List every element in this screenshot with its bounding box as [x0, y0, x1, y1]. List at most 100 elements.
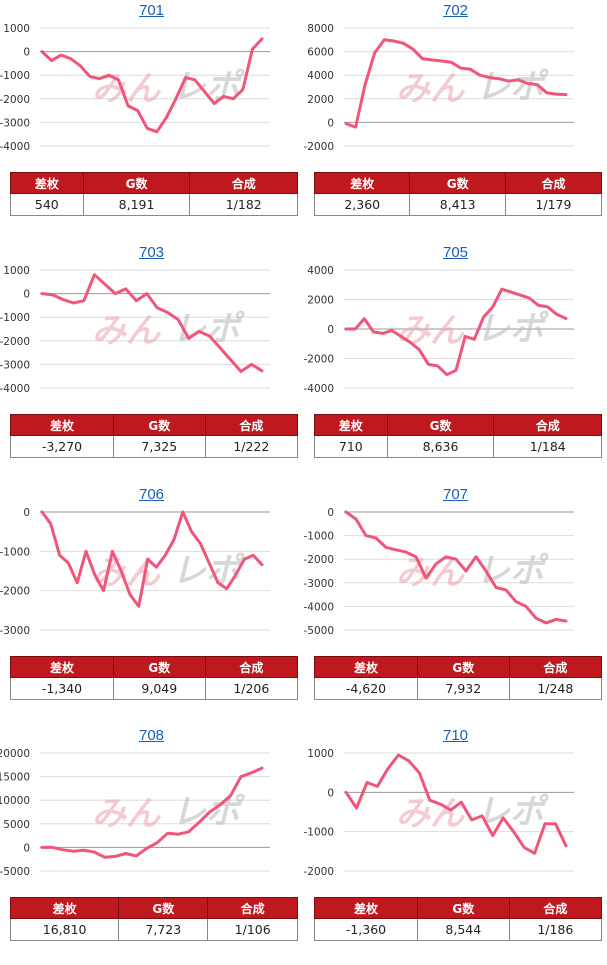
y-tick-label: -3000	[0, 359, 30, 371]
diff-header: 差枚	[9, 897, 120, 919]
stats-value-row: 16,810 7,723 1/106	[9, 918, 298, 941]
stats-value-row: 540 8,191 1/182	[10, 193, 298, 216]
machine-title-link[interactable]: 707	[442, 486, 469, 503]
y-tick-label: -4000	[304, 601, 334, 613]
diff-header: 差枚	[314, 414, 388, 436]
series-line	[344, 510, 568, 625]
combined-header: 合成	[204, 656, 299, 678]
diff-value: 2,360	[313, 193, 411, 216]
watermark-right: レポ	[476, 67, 549, 107]
games-header: G数	[112, 656, 206, 678]
diff-header: 差枚	[10, 656, 114, 678]
combined-value: 1/182	[189, 193, 298, 216]
y-tick-label: -1000	[0, 312, 30, 324]
games-header: G数	[82, 172, 191, 194]
machine-title-link[interactable]: 703	[138, 244, 165, 261]
combined-header: 合成	[493, 414, 602, 436]
combined-value: 1/184	[493, 435, 602, 458]
combined-header: 合成	[504, 172, 603, 194]
watermark-left: みん	[92, 311, 161, 351]
diff-header: 差枚	[314, 897, 418, 919]
y-tick-label: 4000	[307, 70, 334, 82]
games-value: 7,932	[416, 677, 510, 700]
stats-header-row: 差枚 G数 合成	[10, 656, 299, 678]
y-tick-label: -1000	[0, 70, 30, 82]
stats-table: 差枚 G数 合成 16,810 7,723 1/106	[9, 897, 298, 941]
y-tick-label: -5000	[0, 866, 30, 878]
stats-header-row: 差枚 G数 合成	[314, 656, 603, 678]
diff-value: -3,270	[10, 435, 114, 458]
y-tick-label: 2000	[307, 295, 334, 307]
stats-value-row: -3,270 7,325 1/222	[10, 435, 299, 458]
machine-title-link[interactable]: 706	[138, 486, 165, 503]
games-value: 8,413	[409, 193, 506, 216]
combined-value: 1/222	[204, 435, 299, 458]
watermark-left: みん	[92, 794, 161, 834]
y-tick-label: 0	[327, 507, 334, 519]
machine-panel: 705 4000 2000 0 -2000 -4000 みん レポ 差枚 G数 合成 710 8,636…	[304, 242, 607, 482]
stats-header-row: 差枚 G数 合成	[10, 414, 299, 436]
y-tick-label: 1000	[307, 748, 334, 760]
watermark-right: レポ	[476, 551, 549, 591]
y-tick-label: -1000	[304, 827, 334, 839]
machine-panel: 706 0 -1000 -2000 -3000 みん レポ 差枚 G数 合成 -1,340 9,049…	[0, 484, 303, 724]
series-line	[40, 766, 264, 859]
y-tick-label: -4000	[0, 141, 30, 153]
stats-value-row: 710 8,636 1/184	[314, 435, 602, 458]
machine-panel: 707 0 -1000 -2000 -3000 -4000 -5000 みん レポ 差枚 G数 合成 -…	[304, 484, 607, 724]
stats-header-row: 差枚 G数 合成	[10, 172, 298, 194]
diff-value: -1,360	[314, 918, 418, 941]
combined-value: 1/179	[504, 193, 603, 216]
combined-header: 合成	[204, 414, 299, 436]
combined-value: 1/186	[508, 918, 603, 941]
series-line	[344, 287, 568, 377]
y-tick-label: 0	[327, 324, 334, 336]
y-tick-label: 1000	[3, 265, 30, 277]
machine-title-link[interactable]: 702	[442, 2, 469, 19]
diff-value: 710	[314, 435, 388, 458]
machine-title-link[interactable]: 708	[138, 727, 165, 744]
y-tick-label: 15000	[0, 772, 30, 784]
diff-header: 差枚	[10, 414, 114, 436]
games-value: 7,325	[112, 435, 206, 458]
y-tick-label: 6000	[307, 47, 334, 59]
y-tick-label: -4000	[0, 383, 30, 395]
games-header: G数	[118, 897, 209, 919]
watermark-right: レポ	[172, 67, 245, 107]
machine-panel: 702 8000 6000 4000 2000 0 -2000 みん レポ 差枚 G数 合成 2,360…	[304, 0, 607, 240]
machine-panel: 70820000150001000050000-5000みんレポ差枚G数合成16…	[0, 725, 303, 965]
y-tick-label: 0	[23, 47, 30, 59]
y-tick-label: 8000	[307, 23, 334, 35]
games-header: G数	[416, 897, 510, 919]
y-tick-label: -5000	[304, 625, 334, 637]
combined-header: 合成	[189, 172, 298, 194]
y-tick-label: -2000	[304, 141, 334, 153]
machine-panel: 703 1000 0 -1000 -2000 -3000 -4000 みん レポ 差枚 G数 合成 -3…	[0, 242, 303, 482]
diff-value: -4,620	[314, 677, 418, 700]
games-header: G数	[386, 414, 495, 436]
stats-table: 差枚 G数 合成 2,360 8,413 1/179	[313, 172, 603, 216]
stats-header-row: 差枚 G数 合成	[9, 897, 298, 919]
series-line	[344, 38, 568, 129]
watermark-left: みん	[396, 311, 465, 351]
stats-value-row: 2,360 8,413 1/179	[313, 193, 603, 216]
y-tick-label: -3000	[0, 625, 30, 637]
diff-value: 540	[10, 193, 84, 216]
stats-table: 差枚 G数 合成 540 8,191 1/182	[10, 172, 298, 216]
machine-title-link[interactable]: 710	[442, 727, 469, 744]
watermark-left: みん	[396, 69, 465, 109]
machine-title-link[interactable]: 705	[442, 244, 469, 261]
y-tick-label: -4000	[304, 383, 334, 395]
stats-value-row: -1,360 8,544 1/186	[314, 918, 603, 941]
y-tick-label: -1000	[304, 531, 334, 543]
series-line	[40, 37, 264, 134]
stats-value-row: -4,620 7,932 1/248	[314, 677, 603, 700]
watermark-right: レポ	[476, 309, 549, 349]
y-tick-label: 0	[23, 507, 30, 519]
machine-title-link[interactable]: 701	[138, 2, 165, 19]
